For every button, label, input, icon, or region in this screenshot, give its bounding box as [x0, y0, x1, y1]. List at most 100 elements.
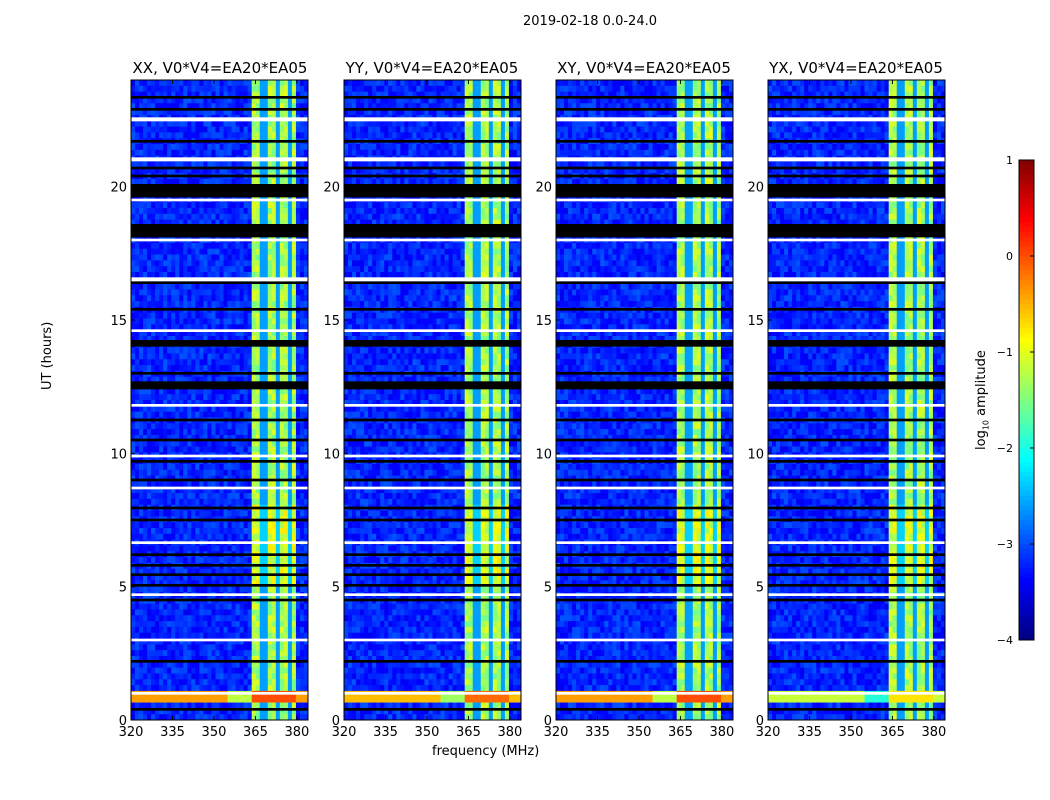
heatmap-cell — [292, 249, 296, 255]
heatmap-cell — [171, 289, 175, 295]
heatmap-cell — [473, 80, 477, 86]
heatmap-cell — [268, 266, 272, 272]
heatmap-cell — [171, 295, 175, 301]
heatmap-cell — [203, 249, 207, 255]
heatmap-cell — [348, 80, 352, 86]
heatmap-cell — [171, 447, 175, 453]
heatmap-cell — [228, 214, 232, 220]
heatmap-cell — [268, 499, 272, 505]
heatmap-cell — [276, 447, 280, 453]
heatmap-cell — [175, 423, 179, 429]
heatmap-cell — [240, 493, 244, 499]
heatmap-cell — [220, 447, 224, 453]
heatmap-cell — [252, 650, 256, 656]
heatmap-cell — [139, 255, 143, 261]
heatmap-cell — [199, 470, 203, 476]
heatmap-cell — [215, 127, 219, 133]
flagged-black-band — [131, 564, 308, 567]
heatmap-cell — [224, 633, 228, 639]
heatmap-cell — [191, 412, 195, 418]
heatmap-cell — [211, 412, 215, 418]
heatmap-cell — [191, 545, 195, 551]
heatmap-cell — [147, 202, 151, 208]
heatmap-cell — [256, 406, 260, 412]
heatmap-cell — [155, 615, 159, 621]
heatmap-cell — [139, 412, 143, 418]
heatmap-cell — [171, 86, 175, 92]
heatmap-cell — [191, 441, 195, 447]
heatmap-cell — [167, 662, 171, 668]
heatmap-cell — [288, 132, 292, 138]
heatmap-cell — [276, 249, 280, 255]
heatmap-cell — [207, 348, 211, 354]
heatmap-cell — [179, 673, 183, 679]
heatmap-cell — [232, 255, 236, 261]
heatmap-cell — [296, 586, 300, 592]
heatmap-cell — [171, 243, 175, 249]
heatmap-cell — [300, 511, 304, 517]
heatmap-cell — [228, 511, 232, 517]
heatmap-cell — [171, 534, 175, 540]
heatmap-cell — [179, 522, 183, 528]
heatmap-cell — [155, 429, 159, 435]
heatmap-cell — [244, 447, 248, 453]
heatmap-cell — [276, 685, 280, 691]
heatmap-cell — [143, 249, 147, 255]
heatmap-cell — [159, 604, 163, 610]
heatmap-cell — [248, 80, 252, 86]
heatmap-cell — [159, 633, 163, 639]
heatmap-cell — [252, 348, 256, 354]
heatmap-cell — [248, 679, 252, 685]
heatmap-cell — [191, 301, 195, 307]
heatmap-cell — [276, 208, 280, 214]
heatmap-cell — [288, 522, 292, 528]
heatmap-cell — [264, 394, 268, 400]
heatmap-cell — [292, 214, 296, 220]
heatmap-cell — [501, 80, 505, 86]
heatmap-cell — [296, 289, 300, 295]
heatmap-cell — [175, 534, 179, 540]
flagged-white-band — [131, 199, 308, 202]
heatmap-cell — [131, 493, 135, 499]
heatmap-cell — [224, 673, 228, 679]
heatmap-cell — [191, 499, 195, 505]
heatmap-cell — [252, 470, 256, 476]
heatmap-cell — [437, 86, 441, 92]
heatmap-cell — [248, 447, 252, 453]
heatmap-cell — [135, 313, 139, 319]
heatmap-cell — [131, 615, 135, 621]
heatmap-cell — [288, 441, 292, 447]
heatmap-cell — [143, 621, 147, 627]
heatmap-cell — [175, 365, 179, 371]
heatmap-cell — [240, 557, 244, 563]
heatmap-cell — [191, 289, 195, 295]
heatmap-cell — [151, 313, 155, 319]
heatmap-cell — [268, 633, 272, 639]
heatmap-panel-1: 320 335 350 365 38005101520 — [323, 80, 522, 740]
heatmap-cell — [256, 528, 260, 534]
heatmap-cell — [276, 348, 280, 354]
heatmap-cell — [256, 545, 260, 551]
heatmap-cell — [248, 534, 252, 540]
heatmap-cell — [244, 557, 248, 563]
heatmap-cell — [240, 301, 244, 307]
heatmap-cell — [224, 412, 228, 418]
heatmap-cell — [167, 470, 171, 476]
heatmap-cell — [224, 295, 228, 301]
heatmap-cell — [244, 127, 248, 133]
heatmap-cell — [175, 668, 179, 674]
heatmap-cell — [143, 121, 147, 127]
heatmap-cell — [392, 86, 396, 92]
heatmap-cell — [183, 394, 187, 400]
heatmap-cell — [252, 313, 256, 319]
heatmap-cell — [195, 86, 199, 92]
heatmap-cell — [151, 406, 155, 412]
heatmap-cell — [292, 412, 296, 418]
heatmap-cell — [252, 353, 256, 359]
heatmap-cell — [211, 359, 215, 365]
heatmap-cell — [211, 214, 215, 220]
heatmap-cell — [187, 266, 191, 272]
heatmap-cell — [179, 429, 183, 435]
heatmap-cell — [288, 319, 292, 325]
heatmap-cell — [284, 511, 288, 517]
